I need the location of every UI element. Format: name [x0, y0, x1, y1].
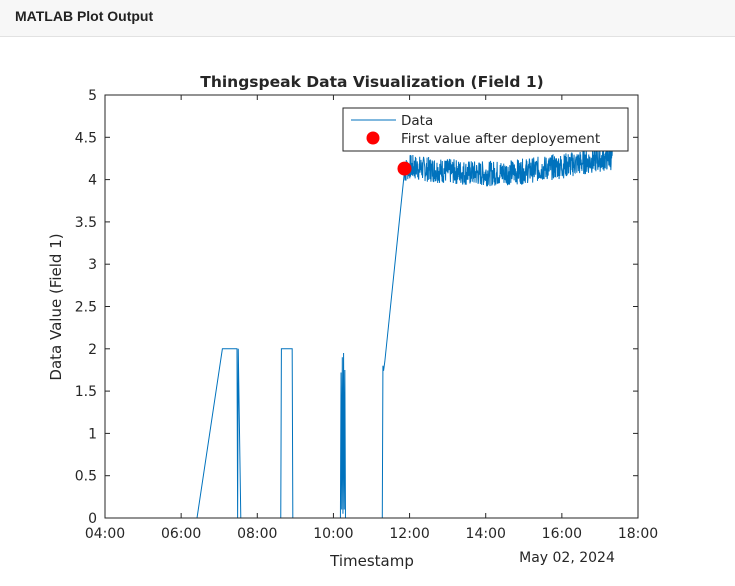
x-tick-label: 14:00	[466, 526, 506, 542]
y-tick-label: 0	[88, 511, 97, 527]
y-tick-label: 1.5	[75, 384, 97, 400]
chart: 04:00 06:00 08:00 10:00 12:00 14:00 16:00 18:00…	[47, 73, 658, 570]
y-tick-label: 2	[88, 342, 97, 358]
y-tick-label: 5	[88, 88, 97, 104]
first-value-marker	[397, 161, 412, 176]
legend-label-data: Data	[401, 113, 433, 129]
window-header: MATLAB Plot Output	[0, 0, 735, 37]
axis-ticks: 04:00 06:00 08:00 10:00 12:00 14:00 16:00 18:00…	[75, 88, 658, 542]
legend-marker-swatch	[366, 131, 380, 145]
y-tick-label: 4	[88, 173, 97, 189]
y-tick-label: 3.5	[75, 215, 97, 231]
series-data-line	[136, 146, 614, 519]
plot-area	[105, 95, 638, 518]
y-axis-label: Data Value (Field 1)	[47, 233, 65, 380]
chart-marks	[136, 146, 614, 519]
y-tick-label: 1	[88, 426, 97, 442]
x-tick-label: 18:00	[618, 526, 658, 542]
x-tick-label: 08:00	[237, 526, 277, 542]
legend-label-first-value: First value after deployement	[401, 131, 600, 147]
y-tick-label: 3	[88, 257, 97, 273]
y-tick-label: 2.5	[75, 300, 97, 316]
chart-title: Thingspeak Data Visualization (Field 1)	[200, 73, 543, 91]
y-tick-label: 0.5	[75, 469, 97, 485]
x-tick-label: 06:00	[161, 526, 201, 542]
x-tick-label: 12:00	[389, 526, 429, 542]
y-tick-label: 4.5	[75, 130, 97, 146]
legend-box	[342, 107, 629, 152]
x-tick-label: 16:00	[542, 526, 582, 542]
x-axis-label: Timestamp	[329, 552, 414, 570]
date-label: May 02, 2024	[519, 550, 615, 566]
x-tick-label: 04:00	[85, 526, 125, 542]
window-title: MATLAB Plot Output	[15, 8, 154, 24]
legend: Data First value after deployement	[342, 107, 629, 152]
x-tick-label: 10:00	[313, 526, 353, 542]
